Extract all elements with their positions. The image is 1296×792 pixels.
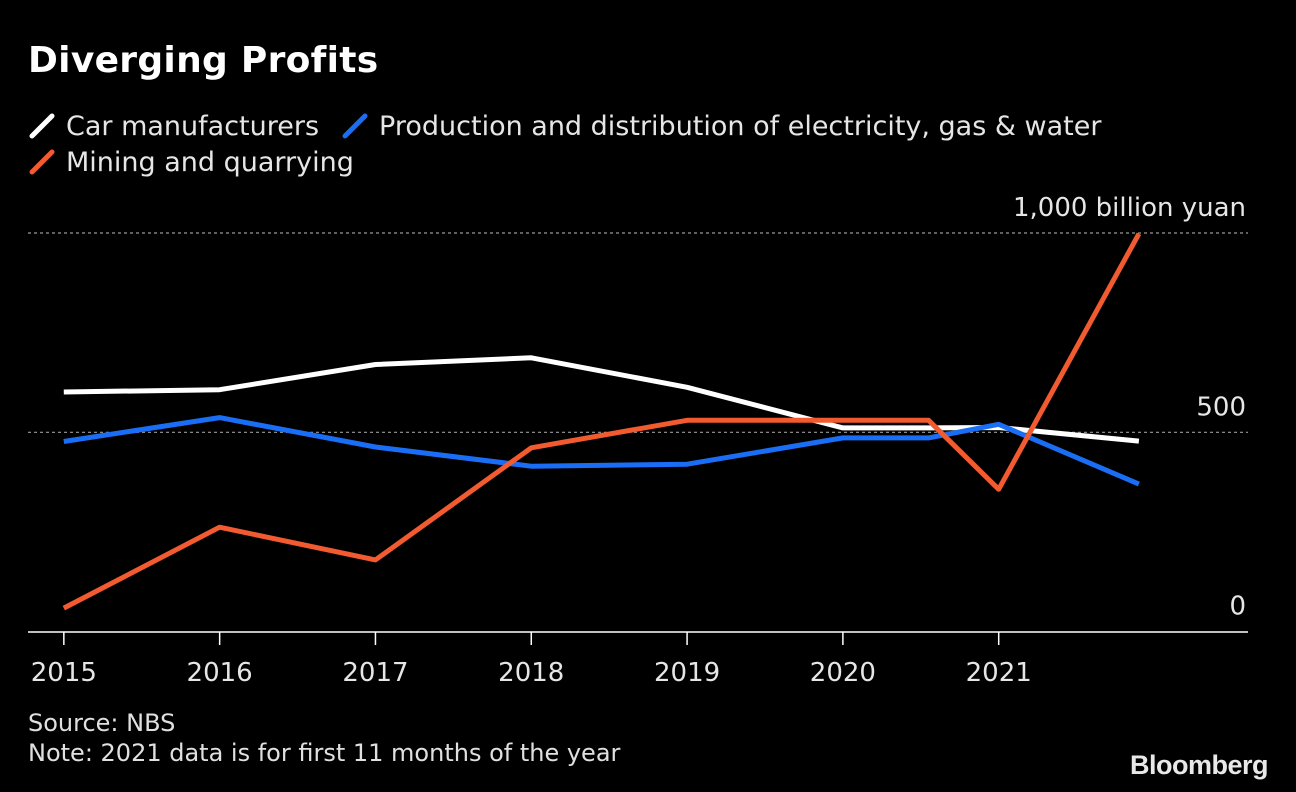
legend-stroke-electricity [342,113,368,139]
y-tick-label-1000: 1,000 billion yuan [1013,193,1246,223]
series-line-2 [62,232,1142,611]
x-tick-label-2021: 2021 [966,658,1032,688]
series-line-1 [63,415,1140,487]
x-tick-label-2020: 2020 [810,658,876,688]
legend-swatch-car [29,113,55,139]
legend-swatch-mining [29,149,55,175]
y-tick-label-500: 500 [1196,392,1246,422]
source-note: Source: NBS [28,709,176,737]
x-tick-label-2017: 2017 [342,658,408,688]
x-tick-label-2016: 2016 [187,658,253,688]
legend: Car manufacturers Production and distrib… [28,108,1268,180]
legend-row-2: Mining and quarrying [28,144,1268,180]
bloomberg-logo: Bloomberg [1129,750,1269,780]
legend-stroke-car [29,113,55,139]
y-tick-label-0: 0 [1229,592,1246,622]
footnote: Note: 2021 data is for first 11 months o… [28,739,621,767]
legend-swatch-electricity [342,113,368,139]
legend-item-car: Car manufacturers [28,111,319,142]
legend-row-1: Car manufacturers Production and distrib… [28,108,1268,144]
legend-label-car: Car manufacturers [66,110,320,142]
x-tick-label-2018: 2018 [498,658,564,688]
legend-item-electricity: Production and distribution of electrici… [341,111,1101,142]
legend-item-mining: Mining and quarrying [28,147,354,178]
legend-stroke-mining [29,149,55,175]
legend-label-mining: Mining and quarrying [66,146,354,178]
legend-label-electricity: Production and distribution of electrici… [379,110,1102,142]
chart-title: Diverging Profits [28,40,379,81]
x-tick-label-2019: 2019 [654,658,720,688]
x-tick-label-2015: 2015 [31,658,97,688]
